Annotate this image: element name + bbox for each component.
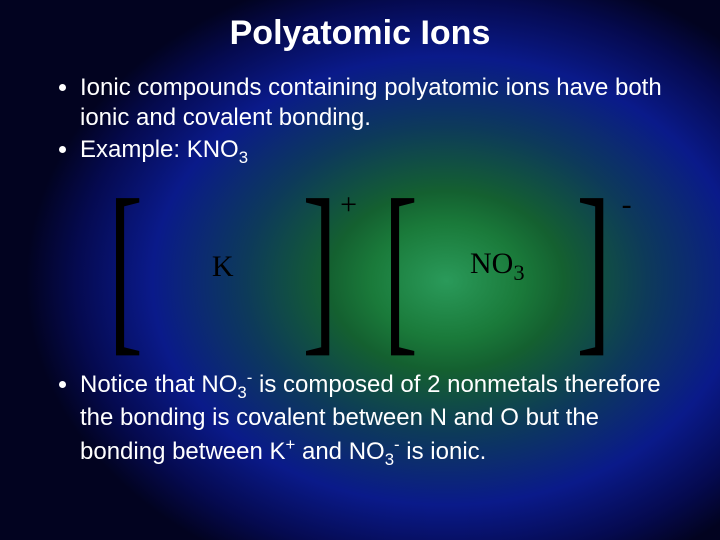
- text-part: is ionic.: [400, 438, 487, 465]
- right-bracket-icon: ]: [302, 196, 337, 339]
- text-part: Notice that NO: [80, 371, 237, 398]
- subscript: 3: [237, 383, 246, 402]
- subscript: 3: [239, 148, 248, 167]
- anion-charge: -: [622, 188, 632, 222]
- bullet-item: Notice that NO3- is composed of 2 nonmet…: [80, 367, 670, 470]
- anion-symbol: NO3: [432, 247, 562, 286]
- formula-diagram: [ K ] + [ NO3 ] -: [0, 187, 720, 347]
- cation-charge: +: [340, 188, 357, 222]
- cation-box: [ K ] +: [94, 192, 351, 342]
- superscript: +: [286, 435, 296, 454]
- anion-box: [ NO3 ] -: [369, 192, 626, 342]
- text-part: and NO: [295, 438, 384, 465]
- bottom-bullet-list: Notice that NO3- is composed of 2 nonmet…: [0, 365, 720, 470]
- right-bracket-icon: ]: [577, 196, 612, 339]
- cation-symbol: K: [158, 250, 288, 284]
- subscript: 3: [385, 450, 394, 469]
- anion-subscript: 3: [513, 260, 524, 285]
- left-bracket-icon: [: [383, 196, 418, 339]
- bullet-text: Example: KNO: [80, 136, 239, 163]
- top-bullet-list: Ionic compounds containing polyatomic io…: [0, 53, 720, 169]
- slide-title: Polyatomic Ions: [0, 0, 720, 53]
- left-bracket-icon: [: [109, 196, 144, 339]
- bullet-item: Ionic compounds containing polyatomic io…: [80, 73, 670, 133]
- anion-base: NO: [470, 247, 513, 280]
